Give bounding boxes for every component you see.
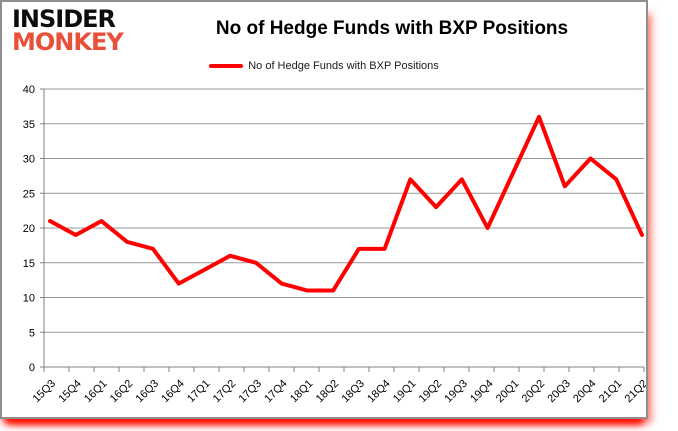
svg-text:20Q2: 20Q2 xyxy=(520,378,548,406)
svg-text:20: 20 xyxy=(23,223,35,235)
svg-text:21Q1: 21Q1 xyxy=(597,378,625,406)
svg-text:17Q4: 17Q4 xyxy=(262,378,290,406)
legend: No of Hedge Funds with BXP Positions xyxy=(2,59,646,73)
svg-text:19Q1: 19Q1 xyxy=(391,378,419,406)
svg-text:19Q4: 19Q4 xyxy=(468,378,496,406)
logo-line-monkey: MONKEY xyxy=(12,28,124,56)
svg-text:15Q4: 15Q4 xyxy=(56,378,84,406)
svg-text:20Q1: 20Q1 xyxy=(494,378,522,406)
svg-text:5: 5 xyxy=(29,327,35,339)
svg-text:18Q1: 18Q1 xyxy=(288,378,316,406)
svg-text:17Q1: 17Q1 xyxy=(185,378,213,406)
svg-text:20Q4: 20Q4 xyxy=(571,378,599,406)
svg-text:16Q1: 16Q1 xyxy=(82,378,110,406)
x-axis-labels: 15Q315Q416Q116Q216Q316Q417Q117Q217Q317Q4… xyxy=(31,378,646,406)
chart-card: INSIDER MONKEY No of Hedge Funds with BX… xyxy=(0,0,648,419)
gridlines xyxy=(40,88,644,368)
svg-text:17Q3: 17Q3 xyxy=(237,378,265,406)
legend-label: No of Hedge Funds with BXP Positions xyxy=(248,60,439,72)
svg-text:35: 35 xyxy=(23,119,35,131)
line-chart-canvas: 0 5 10 15 20 25 30 35 40 15Q315Q416Q116Q216Q316Q4… xyxy=(23,84,646,406)
series-line xyxy=(48,114,644,293)
svg-text:18Q4: 18Q4 xyxy=(365,378,393,406)
insider-monkey-logo: INSIDER MONKEY xyxy=(12,5,124,56)
chart-title: No of Hedge Funds with BXP Positions xyxy=(215,18,569,39)
svg-text:21Q2: 21Q2 xyxy=(623,378,646,406)
legend-line-swatch xyxy=(209,64,244,68)
svg-text:10: 10 xyxy=(23,293,35,305)
svg-text:25: 25 xyxy=(23,188,35,200)
svg-text:0: 0 xyxy=(29,362,35,374)
svg-text:16Q4: 16Q4 xyxy=(159,378,187,406)
svg-text:16Q3: 16Q3 xyxy=(134,378,162,406)
svg-text:18Q3: 18Q3 xyxy=(339,378,367,406)
svg-text:19Q2: 19Q2 xyxy=(417,378,445,406)
svg-text:15Q3: 15Q3 xyxy=(31,378,59,406)
svg-text:17Q2: 17Q2 xyxy=(211,378,239,406)
svg-text:30: 30 xyxy=(23,154,35,166)
axes xyxy=(43,89,645,372)
svg-text:40: 40 xyxy=(23,84,35,96)
svg-text:16Q2: 16Q2 xyxy=(108,378,136,406)
svg-text:20Q3: 20Q3 xyxy=(545,378,573,406)
logo-line-insider: INSIDER xyxy=(12,5,116,33)
svg-text:18Q2: 18Q2 xyxy=(314,378,342,406)
svg-text:15: 15 xyxy=(23,258,35,270)
y-axis-labels: 0 5 10 15 20 25 30 35 40 xyxy=(23,84,35,374)
svg-text:19Q3: 19Q3 xyxy=(442,378,470,406)
